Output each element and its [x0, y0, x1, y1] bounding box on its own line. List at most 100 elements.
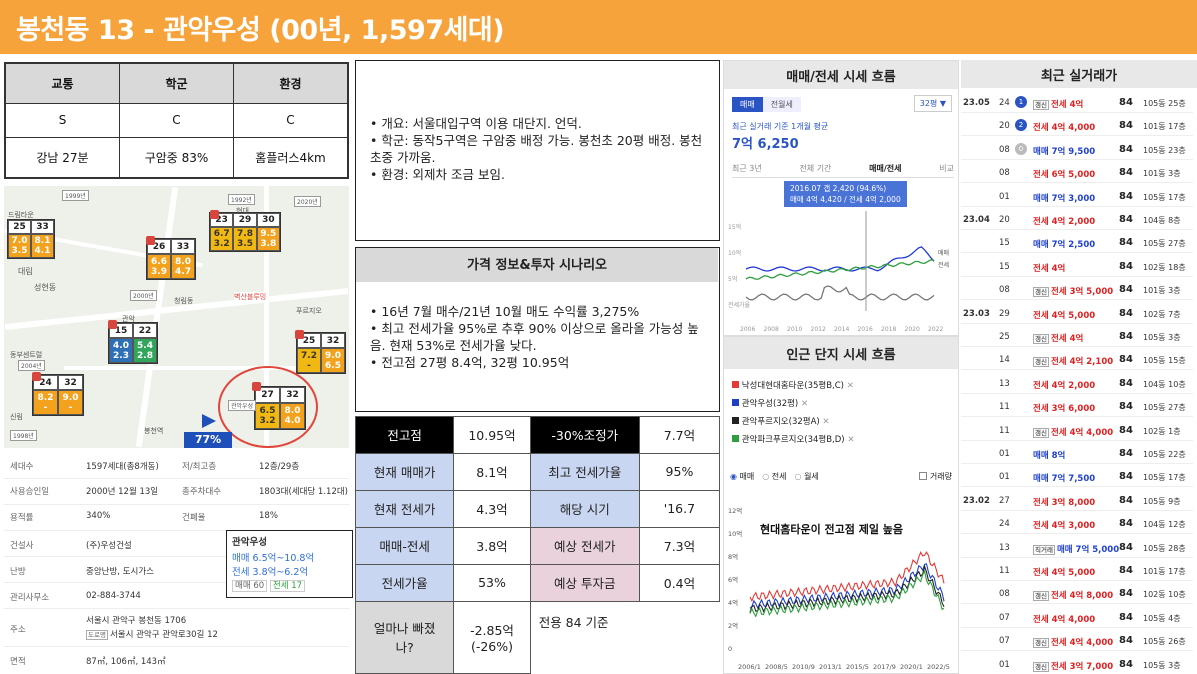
deal-area: 84 — [1119, 167, 1133, 179]
deal-tag: 갱신 — [1033, 591, 1049, 602]
deal-row[interactable]: 08 0 매매 7억 9,500 84 105동 23층 — [961, 137, 1193, 160]
deal-row[interactable]: 01 매매 7억 7,500 84 105동 17층 — [961, 464, 1193, 488]
map-complex-box[interactable]: 26 33 6.6 3.9 8.0 4.7 — [146, 238, 196, 280]
map-road — [64, 366, 304, 370]
deal-row[interactable]: 11 갱신 전세 4억 4,000 84 102동 1층 — [961, 418, 1193, 441]
deal-row[interactable]: 23.02 27 전세 3억 8,000 84 105동 9층 — [961, 488, 1193, 511]
deal-row[interactable]: 07 갱신 전세 4억 4,000 84 105동 26층 — [961, 628, 1193, 652]
deal-row[interactable]: 14 갱신 전세 4억 2,100 84 105동 15층 — [961, 347, 1193, 371]
map-price: 4.0 2.3 — [109, 338, 133, 363]
x-tick-label: 2022/5 — [927, 663, 950, 671]
deal-day: 11 — [999, 425, 1010, 436]
legend-item[interactable]: 관악파크푸르지오(34평B,D) ✕ — [732, 431, 854, 449]
deal-area: 84 — [1119, 214, 1133, 225]
period-tab[interactable]: 비교 — [939, 164, 954, 173]
map-area-label: 봉천역 — [144, 427, 164, 435]
map-marker — [32, 372, 41, 381]
tab-rent[interactable]: 전월세 — [762, 97, 801, 112]
deal-floor: 101동 3층 — [1143, 286, 1181, 296]
deal-day: 27 — [999, 495, 1010, 506]
deal-row[interactable]: 08 갱신 전세 3억 5,000 84 101동 3층 — [961, 277, 1193, 301]
deal-row[interactable]: 11 전세 3억 6,000 84 105동 27층 — [961, 394, 1193, 418]
deal-row[interactable]: 01 갱신 전세 3억 7,000 84 105동 3층 — [961, 652, 1193, 674]
x-tick-label: 2010/9 — [792, 663, 815, 671]
deal-floor: 105동 27층 — [1143, 239, 1186, 249]
radio-rent[interactable]: ○ 전세 — [762, 472, 787, 481]
deal-floor: 104동 12층 — [1143, 520, 1186, 530]
deal-price: 매매 7억 9,500 — [1033, 146, 1096, 157]
map-label: 1992년 — [228, 194, 255, 205]
sale-line — [745, 246, 935, 272]
deal-row[interactable]: 13 직거래 매매 7억 5,000 84 105동 28층 — [961, 535, 1193, 558]
map-size: 32 — [321, 333, 345, 348]
x-tick-label: 2020/1 — [900, 663, 923, 671]
deal-row[interactable]: 11 전세 4억 5,000 84 101동 17층 — [961, 558, 1193, 581]
deal-row[interactable]: 24 전세 4억 3,000 84 104동 12층 — [961, 511, 1193, 535]
period-tab[interactable]: 최근 3년 — [732, 164, 762, 173]
deal-floor: 105동 26층 — [1143, 637, 1186, 647]
legend-item[interactable]: 낙성대현대홈타운(35평B,C) ✕ — [732, 377, 854, 395]
y-tick-label: 15억 — [728, 223, 741, 231]
x-tick-label: 2014 — [834, 326, 849, 333]
deal-row[interactable]: 08 전세 6억 5,000 84 101동 3층 — [961, 160, 1193, 184]
chart1-sub: 최근 실거래 기준 1개월 평균 — [732, 122, 829, 131]
period-tabs: 최근 3년 전체 기간 매매/전세 비교 — [732, 163, 954, 178]
deal-price: 갱신 전세 4억 4,000 — [1033, 427, 1114, 438]
deal-month: 23.04 — [963, 215, 990, 225]
volume-checkbox[interactable]: 거래량 — [919, 471, 952, 482]
radio-sale[interactable]: ◉ 매매 — [730, 472, 755, 481]
deal-row[interactable]: 23.03 29 전세 4억 5,000 84 102동 7층 — [961, 301, 1193, 324]
map-complex-box[interactable]: 25 32 7.2- 9.0 6.5 — [296, 332, 346, 374]
deal-row[interactable]: 20 2 전세 4억 4,000 84 101동 17층 — [961, 113, 1193, 137]
series-line — [749, 569, 945, 618]
map-price: 8.0 4.0 — [280, 403, 305, 429]
legend-item[interactable]: 관악푸르지오(32평A) ✕ — [732, 413, 854, 431]
period-tab[interactable]: 매매/전세 — [869, 164, 902, 173]
deal-floor: 102동 10층 — [1143, 590, 1186, 600]
deal-row[interactable]: 13 전세 4억 2,000 84 104동 10층 — [961, 371, 1193, 394]
legend-item[interactable]: 관악우성(32평) ✕ — [732, 395, 854, 413]
deal-day: 20 — [999, 121, 1010, 132]
location-map[interactable]: 25 33 7.0 3.5 8.1 4.1 26 33 6.6 3.9 8.0 4.7 23… — [4, 186, 349, 448]
deal-area: 84 — [1119, 424, 1133, 436]
map-complex-box[interactable]: 15 22 4.0 2.3 5.4 2.8 — [108, 322, 158, 364]
scenario-line: • 최고 전세가율 95%로 추후 90% 이상으로 올라올 가능성 높음. 현… — [370, 321, 699, 353]
deal-price: 갱신 전세 4억 — [1033, 100, 1084, 110]
deal-row[interactable]: 15 전세 4억 84 102동 18층 — [961, 254, 1193, 277]
deal-row[interactable]: 15 매매 7억 2,500 84 105동 27층 — [961, 230, 1193, 254]
map-percent-badge: 77% — [184, 432, 232, 448]
deal-row[interactable]: 08 갱신 전세 4억 8,000 84 102동 10층 — [961, 581, 1193, 605]
deal-price: 매매 7억 7,500 — [1033, 474, 1096, 485]
map-complex-box[interactable]: 24 32 8.2- 9.0- — [32, 374, 84, 416]
size-select[interactable]: 32평 ▼ — [913, 95, 952, 112]
scenario-line: • 16년 7월 매수/21년 10월 매도 수익률 3,275% — [370, 304, 640, 319]
deal-row[interactable]: 07 전세 4억 4,000 84 105동 4층 — [961, 605, 1193, 628]
target-complex-box[interactable]: 27 32 6.5 3.2 8.0 4.0 — [254, 386, 306, 430]
deals-heading: 최근 실거래가 — [961, 60, 1197, 88]
map-label: 관악우성 — [228, 400, 257, 411]
deal-price: 갱신 전세 4억 2,100 — [1033, 357, 1114, 368]
deal-row[interactable]: 23.05 24 1 갱신 전세 4억 84 105동 25층 — [961, 90, 1193, 113]
deal-row[interactable]: 01 매매 7억 3,000 84 105동 17층 — [961, 184, 1193, 207]
radio-monthly[interactable]: ○ 월세 — [794, 472, 819, 481]
grade-detail: 홈플러스4km — [233, 136, 348, 179]
map-price: 5.4 2.8 — [133, 338, 157, 363]
grade-value: C — [233, 103, 348, 138]
map-size: 32 — [280, 387, 305, 403]
deal-day: 01 — [999, 191, 1010, 202]
deal-tag: 갱신 — [1033, 334, 1049, 344]
deal-row[interactable]: 23.04 20 전세 4억 2,000 84 104동 8층 — [961, 207, 1193, 230]
period-tab[interactable]: 전체 기간 — [799, 164, 832, 173]
map-price: 9.5 3.8 — [256, 227, 280, 251]
x-tick-label: 2017/9 — [873, 663, 896, 671]
deal-row[interactable]: 25 갱신 전세 4억 84 105동 3층 — [961, 324, 1193, 347]
map-complex-box[interactable]: 23 29 30 6.7 3.2 7.8 3.5 9.5 3.8 — [209, 212, 281, 252]
map-size: 32 — [58, 375, 83, 390]
tab-sale[interactable]: 매매 — [732, 97, 763, 112]
info-row: 사용승인일 2000년 12월 13일 총주차대수 1803대(세대당 1.12대) — [4, 478, 349, 502]
deal-floor: 105동 25층 — [1143, 99, 1186, 108]
deal-area: 84 — [1119, 565, 1133, 576]
map-complex-box[interactable]: 25 33 7.0 3.5 8.1 4.1 — [7, 219, 55, 259]
deal-row[interactable]: 01 매매 8억 84 105동 22층 — [961, 441, 1193, 464]
